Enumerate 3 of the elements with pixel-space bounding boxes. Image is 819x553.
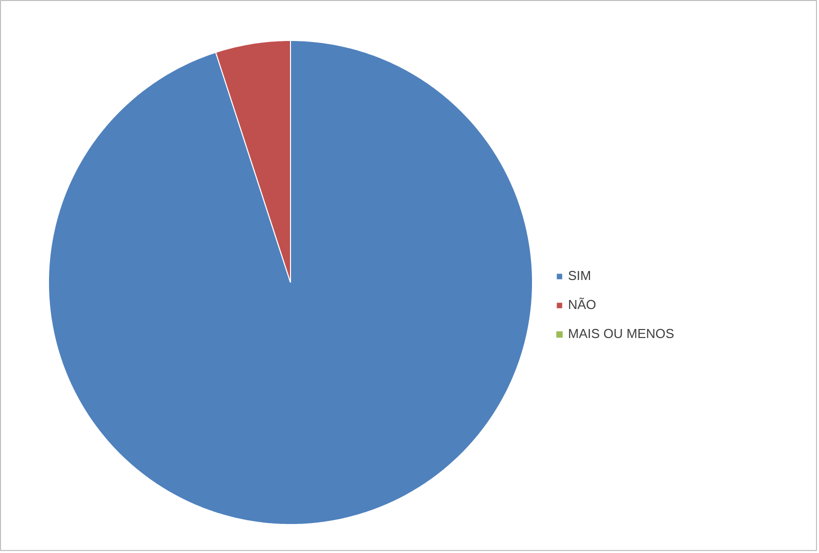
- legend-label: MAIS OU MENOS: [568, 326, 674, 341]
- legend-label: SIM: [568, 268, 592, 283]
- legend-label: NÃO: [568, 297, 596, 312]
